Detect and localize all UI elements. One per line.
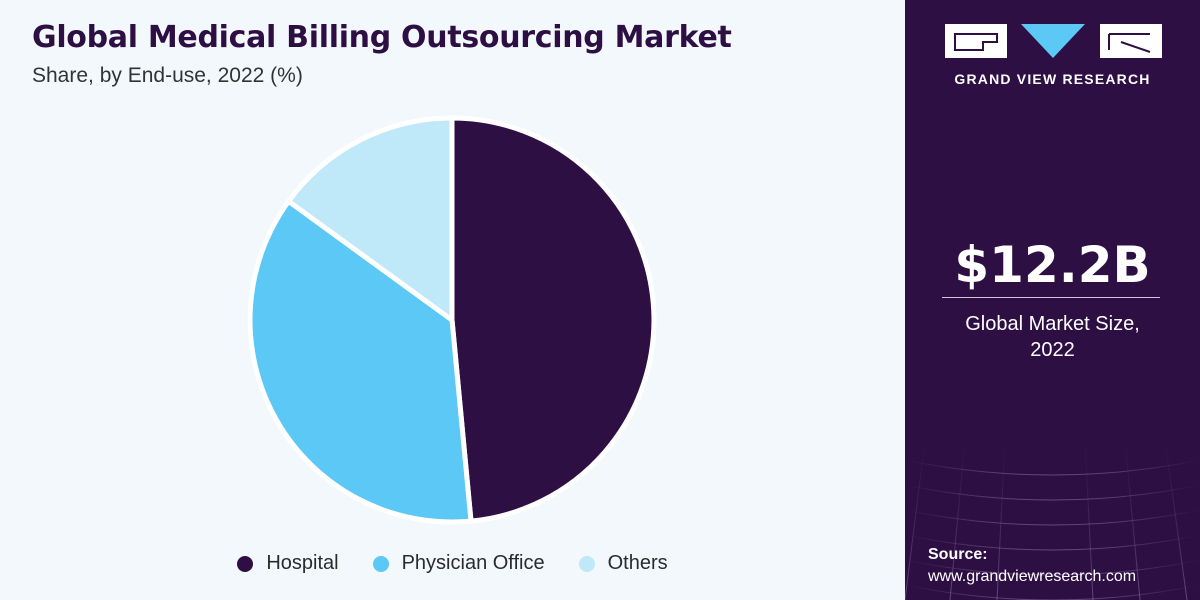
- legend-label-others: Others: [607, 552, 668, 574]
- market-size-label-line1: Global Market Size,: [965, 313, 1140, 335]
- source-url: www.grandviewresearch.com: [928, 568, 1137, 585]
- pie-slice-physician-office: [247, 198, 474, 525]
- market-size-value: $12.2B: [954, 236, 1151, 294]
- legend-item-others: Others: [578, 552, 668, 575]
- info-sidebar: GRAND VIEW RESEARCH $12.2B Global Market…: [905, 0, 1200, 600]
- legend-label-physician-office: Physician Office: [401, 552, 545, 574]
- stat-divider: [942, 297, 1160, 298]
- brand-name: GRAND VIEW RESEARCH: [954, 71, 1151, 87]
- market-size-label: Global Market Size, 2022: [905, 311, 1200, 363]
- legend-swatch-others: [578, 555, 595, 572]
- chart-panel: Global Medical Billing Outsourcing Marke…: [0, 20, 905, 575]
- grand-view-research-logo: [945, 24, 1162, 58]
- chart-subtitle: Share, by End-use, 2022 (%): [32, 64, 303, 87]
- legend-item-physician-office: Physician Office: [372, 552, 545, 575]
- legend-item-hospital: Hospital: [237, 552, 339, 575]
- decorative-grid: [905, 440, 1200, 600]
- pie-chart: [247, 115, 657, 525]
- chart-title: Global Medical Billing Outsourcing Marke…: [32, 20, 732, 55]
- legend-swatch-hospital: [237, 555, 254, 572]
- source-label: Source:: [928, 546, 988, 563]
- legend-label-hospital: Hospital: [266, 552, 339, 574]
- legend-swatch-physician-office: [372, 555, 389, 572]
- chart-legend: Hospital Physician Office Others: [0, 552, 905, 575]
- source-note: Source: www.grandviewresearch.com: [928, 544, 1136, 588]
- market-size-label-line2: 2022: [1030, 339, 1075, 361]
- pie-slice-others: [286, 115, 455, 323]
- pie-slice-hospital: [449, 115, 657, 524]
